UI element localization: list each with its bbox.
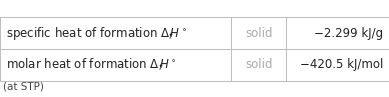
Bar	[0, 17, 389, 81]
Text: −420.5 kJ/mol: −420.5 kJ/mol	[300, 58, 383, 71]
Text: molar heat of formation $\Delta_f\!H^\circ$: molar heat of formation $\Delta_f\!H^\ci…	[6, 57, 176, 73]
Text: solid: solid	[245, 27, 272, 40]
Text: (at STP): (at STP)	[3, 81, 44, 91]
Text: solid: solid	[245, 58, 272, 71]
Text: specific heat of formation $\Delta_f\!H^\circ$: specific heat of formation $\Delta_f\!H^…	[6, 25, 187, 42]
Text: −2.299 kJ/g: −2.299 kJ/g	[314, 27, 383, 40]
